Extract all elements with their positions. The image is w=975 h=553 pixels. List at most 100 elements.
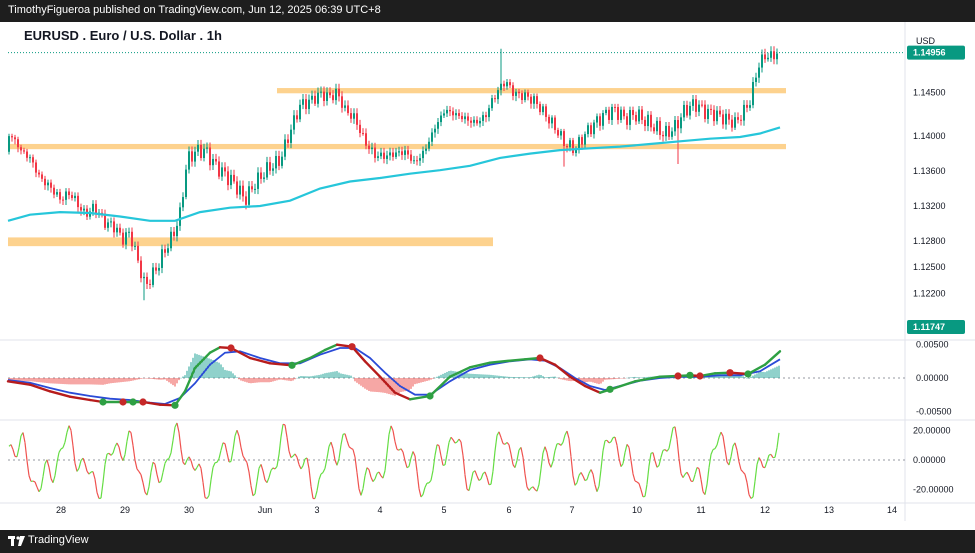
osc2-segment [436, 444, 440, 447]
osc2-segment [294, 453, 298, 458]
osc1-histogram-bar [414, 378, 416, 385]
osc1-histogram-bar [274, 378, 276, 381]
osc2-segment [188, 456, 192, 461]
osc2-segment [204, 497, 208, 500]
chart-canvas[interactable]: USD 1.14500 1.14000 1.13600 1.13200 1.12800 1.… [0, 22, 975, 530]
candle-body [245, 196, 247, 205]
osc2-segment [774, 447, 778, 458]
osc1-histogram-bar [272, 378, 274, 382]
osc1-histogram-bar [122, 378, 124, 382]
osc2-segment [676, 439, 680, 459]
osc1-histogram-bar [238, 378, 240, 380]
osc2-segment [610, 437, 614, 443]
osc1-histogram-bar [172, 378, 174, 386]
tradingview-brand-text[interactable]: TradingView [28, 534, 89, 546]
osc2-segment [200, 468, 204, 483]
candle-body [419, 158, 421, 161]
candle-body [317, 92, 319, 104]
osc2-segment [278, 436, 282, 455]
osc1-histogram-bar [418, 378, 420, 384]
osc2-segment [184, 459, 188, 465]
tradingview-logo-icon[interactable] [8, 535, 26, 547]
candle-body [563, 131, 565, 147]
candle-body [14, 137, 16, 140]
osc1-histogram-bar [84, 378, 86, 385]
osc1-cross-dot [139, 398, 147, 406]
osc2-segment [412, 451, 416, 457]
osc2-segment [242, 455, 246, 460]
candle-body [323, 91, 325, 101]
osc1-histogram-bar [68, 378, 70, 385]
osc1-histogram-bar [762, 371, 764, 378]
candle-body [38, 172, 40, 175]
osc2-segment [218, 450, 222, 459]
osc2-segment [550, 461, 554, 468]
osc1-histogram-bar [198, 354, 200, 378]
osc1-histogram-bar [648, 376, 650, 378]
osc1-histogram-bar [744, 377, 746, 378]
osc2-segment [606, 439, 610, 444]
candle-body [740, 119, 742, 121]
candle-body [236, 181, 238, 195]
osc2-segment [520, 447, 524, 458]
osc1-histogram-bar [408, 378, 410, 391]
osc1-histogram-bar [70, 378, 72, 385]
osc2-segment [336, 458, 340, 466]
osc1-histogram-bar [150, 378, 152, 379]
osc2-segment [354, 456, 358, 473]
osc2-segment [494, 435, 498, 452]
candle-body [635, 115, 637, 122]
osc1-axis-tick: -0.00500 [916, 406, 952, 416]
osc1-histogram-bar [438, 375, 440, 378]
osc1-cross-dot [129, 398, 137, 406]
osc2-segment [532, 486, 536, 490]
osc2-segment [546, 452, 550, 464]
osc1-histogram-bar [548, 377, 550, 378]
osc2-segment [516, 449, 520, 461]
price-axis-tick: 1.14000 [913, 131, 946, 141]
osc2-segment [514, 460, 518, 468]
osc2-segment [770, 454, 774, 459]
osc1-histogram-bar [528, 377, 530, 378]
candle-body [599, 116, 601, 126]
osc1-histogram-bar [356, 378, 358, 383]
candle-body [128, 231, 130, 233]
osc1-cross-dot [227, 344, 235, 352]
osc1-histogram-bar [334, 371, 336, 378]
osc1-histogram-bar [530, 377, 532, 378]
osc1-histogram-bar [488, 374, 490, 378]
osc2-segment [180, 449, 184, 463]
osc1-histogram-bar [162, 378, 164, 380]
osc1-histogram-bar [640, 377, 642, 378]
candle-body [353, 113, 355, 119]
candle-body [548, 116, 550, 124]
osc1-histogram-bar [100, 378, 102, 385]
candle-body [698, 104, 700, 112]
osc2-segment [524, 473, 528, 488]
osc1-histogram-bar [524, 377, 526, 378]
candle-body [407, 150, 409, 155]
osc1-histogram-bar [252, 378, 254, 384]
candle-body [242, 185, 244, 197]
osc1-axis-tick: 0.00500 [916, 340, 949, 350]
osc2-segment [122, 454, 126, 461]
support-resistance-zone [277, 88, 786, 94]
published-by-text: TimothyFigueroa published on TradingView… [8, 4, 381, 16]
osc2-segment [92, 471, 96, 480]
candle-body [41, 174, 43, 179]
osc2-segment [624, 444, 628, 453]
candle-body [620, 109, 622, 120]
osc1-histogram-bar [276, 378, 278, 381]
osc1-histogram-bar [550, 376, 552, 378]
osc1-histogram-bar [226, 370, 228, 378]
last-price-badge [907, 45, 965, 60]
osc1-histogram-bar [132, 378, 134, 381]
osc2-segment [24, 442, 28, 461]
candle-body [452, 111, 454, 116]
candle-body [665, 125, 667, 137]
osc2-segment [454, 441, 458, 444]
candle-body [269, 162, 271, 171]
osc1-histogram-bar [112, 378, 114, 384]
osc2-segment [406, 465, 410, 469]
osc1-histogram-bar [230, 371, 232, 378]
